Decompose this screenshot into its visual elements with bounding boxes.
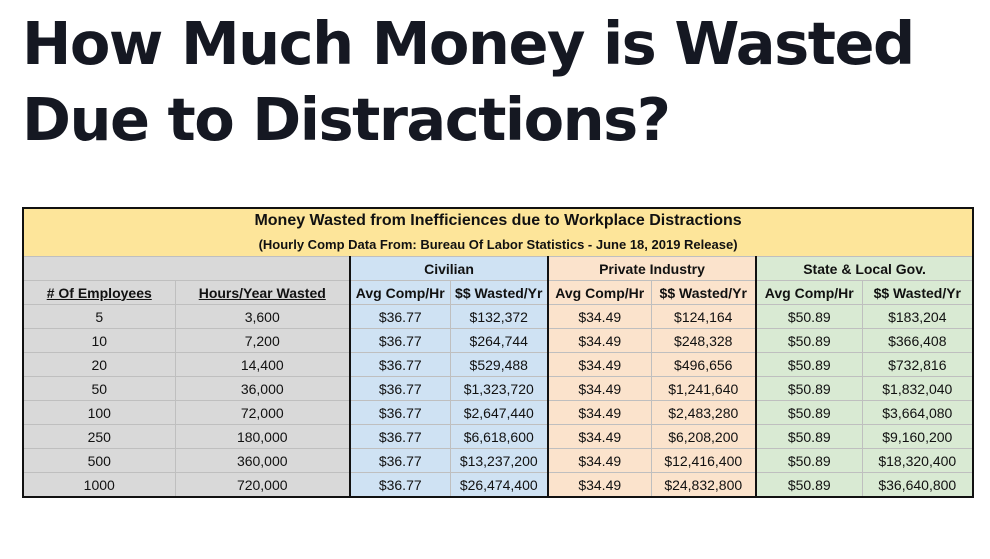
cell-hours: 36,000	[174, 376, 351, 401]
cell-private-comp: $34.49	[547, 376, 652, 401]
cell-private-comp: $34.49	[547, 352, 652, 377]
cell-employees: 100	[22, 400, 176, 425]
cell-private-comp: $34.49	[547, 400, 652, 425]
cell-state-wasted: $366,408	[861, 328, 974, 353]
table-row: 10 7,200 $36.77 $264,744 $34.49 $248,328 $50.8…	[22, 328, 974, 353]
cell-state-comp: $50.89	[755, 352, 863, 377]
cell-private-wasted: $1,241,640	[650, 376, 757, 401]
cell-private-comp: $34.49	[547, 448, 652, 473]
table-row: 500 360,000 $36.77 $13,237,200 $34.49 $12,416…	[22, 448, 974, 473]
column-header-civilian-comp: Avg Comp/Hr	[349, 280, 451, 305]
group-header-private-industry: Private Industry	[547, 256, 757, 281]
column-header-private-wasted: $$ Wasted/Yr	[650, 280, 757, 305]
cell-private-comp: $34.49	[547, 328, 652, 353]
cell-civilian-wasted: $26,474,400	[449, 472, 549, 498]
page-title-line-2: Due to Distractions?	[22, 85, 671, 154]
cell-state-wasted: $732,816	[861, 352, 974, 377]
cell-civilian-comp: $36.77	[349, 352, 451, 377]
cell-state-comp: $50.89	[755, 448, 863, 473]
cell-civilian-comp: $36.77	[349, 376, 451, 401]
cell-state-comp: $50.89	[755, 328, 863, 353]
cell-employees: 10	[22, 328, 176, 353]
group-header-civilian: Civilian	[349, 256, 549, 281]
cell-employees: 1000	[22, 472, 176, 498]
cell-hours: 7,200	[174, 328, 351, 353]
cell-civilian-wasted: $132,372	[449, 304, 549, 329]
table-row: 1000 720,000 $36.77 $26,474,400 $34.49 $24,83…	[22, 472, 974, 498]
cell-employees: 500	[22, 448, 176, 473]
page-title-line-1: How Much Money is Wasted	[22, 9, 915, 78]
cell-state-comp: $50.89	[755, 424, 863, 449]
cell-private-wasted: $12,416,400	[650, 448, 757, 473]
cell-hours: 360,000	[174, 448, 351, 473]
cell-civilian-wasted: $13,237,200	[449, 448, 549, 473]
cell-private-wasted: $6,208,200	[650, 424, 757, 449]
column-header-row: # Of Employees Hours/Year Wasted Avg Com…	[22, 280, 974, 305]
cell-hours: 72,000	[174, 400, 351, 425]
cell-private-wasted: $24,832,800	[650, 472, 757, 498]
table-row: 100 72,000 $36.77 $2,647,440 $34.49 $2,483,28…	[22, 400, 974, 425]
cell-private-comp: $34.49	[547, 472, 652, 498]
cell-private-wasted: $496,656	[650, 352, 757, 377]
table-row: 250 180,000 $36.77 $6,618,600 $34.49 $6,208,2…	[22, 424, 974, 449]
cell-civilian-wasted: $264,744	[449, 328, 549, 353]
cell-employees: 20	[22, 352, 176, 377]
column-header-employees: # Of Employees	[22, 280, 176, 305]
waste-table: Money Wasted from Inefficiences due to W…	[22, 207, 975, 498]
cell-employees: 50	[22, 376, 176, 401]
cell-hours: 14,400	[174, 352, 351, 377]
cell-private-wasted: $2,483,280	[650, 400, 757, 425]
table-subtitle: (Hourly Comp Data From: Bureau Of Labor …	[22, 233, 974, 257]
table-row: 20 14,400 $36.77 $529,488 $34.49 $496,656 $50.…	[22, 352, 974, 377]
cell-state-wasted: $183,204	[861, 304, 974, 329]
cell-private-comp: $34.49	[547, 424, 652, 449]
column-header-state-comp: Avg Comp/Hr	[755, 280, 863, 305]
cell-state-wasted: $9,160,200	[861, 424, 974, 449]
cell-state-wasted: $36,640,800	[861, 472, 974, 498]
cell-private-wasted: $124,164	[650, 304, 757, 329]
cell-civilian-comp: $36.77	[349, 472, 451, 498]
cell-private-comp: $34.49	[547, 304, 652, 329]
group-header-state-local: State & Local Gov.	[754, 256, 974, 281]
cell-hours: 3,600	[174, 304, 351, 329]
cell-civilian-wasted: $529,488	[449, 352, 549, 377]
cell-civilian-comp: $36.77	[349, 400, 451, 425]
cell-state-comp: $50.89	[755, 400, 863, 425]
cell-civilian-wasted: $1,323,720	[449, 376, 549, 401]
column-header-hours: Hours/Year Wasted	[174, 280, 351, 305]
cell-hours: 720,000	[174, 472, 351, 498]
column-header-state-wasted: $$ Wasted/Yr	[861, 280, 974, 305]
table-row: 5 3,600 $36.77 $132,372 $34.49 $124,164 $50.89…	[22, 304, 974, 329]
cell-state-comp: $50.89	[755, 376, 863, 401]
cell-civilian-comp: $36.77	[349, 424, 451, 449]
cell-civilian-wasted: $6,618,600	[449, 424, 549, 449]
cell-civilian-comp: $36.77	[349, 304, 451, 329]
table-row: 50 36,000 $36.77 $1,323,720 $34.49 $1,241,640…	[22, 376, 974, 401]
cell-state-comp: $50.89	[755, 472, 863, 498]
group-header-empty	[22, 256, 351, 281]
cell-state-wasted: $3,664,080	[861, 400, 974, 425]
table-title: Money Wasted from Inefficiences due to W…	[22, 207, 974, 233]
page-title: How Much Money is Wasted Due to Distract…	[22, 6, 915, 158]
cell-hours: 180,000	[174, 424, 351, 449]
cell-state-wasted: $1,832,040	[861, 376, 974, 401]
cell-private-wasted: $248,328	[650, 328, 757, 353]
cell-state-wasted: $18,320,400	[861, 448, 974, 473]
column-header-civilian-wasted: $$ Wasted/Yr	[449, 280, 549, 305]
cell-civilian-wasted: $2,647,440	[449, 400, 549, 425]
cell-civilian-comp: $36.77	[349, 328, 451, 353]
cell-employees: 5	[22, 304, 176, 329]
cell-state-comp: $50.89	[755, 304, 863, 329]
cell-civilian-comp: $36.77	[349, 448, 451, 473]
cell-employees: 250	[22, 424, 176, 449]
column-header-private-comp: Avg Comp/Hr	[547, 280, 652, 305]
